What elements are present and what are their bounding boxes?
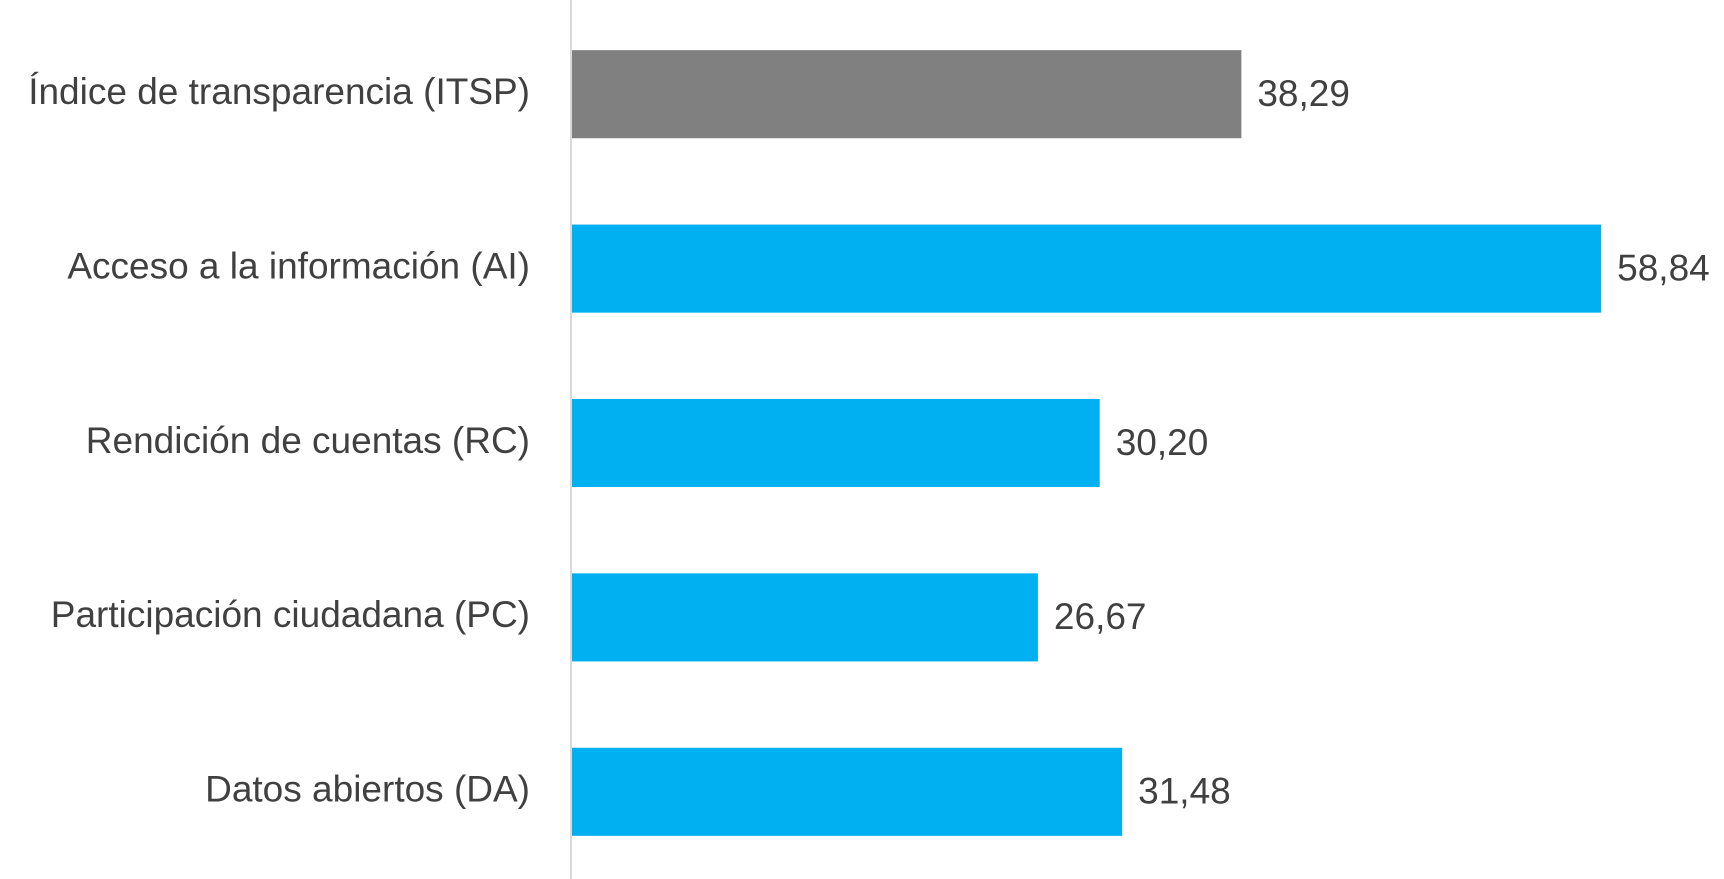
category-label: Acceso a la información (AI) — [67, 245, 530, 286]
category-label: Rendición de cuentas (RC) — [86, 420, 530, 461]
bar — [571, 573, 1038, 662]
value-label: 58,84 — [1617, 247, 1710, 288]
bar — [571, 747, 1123, 836]
bar — [571, 50, 1242, 139]
bar — [571, 398, 1100, 488]
category-label: Índice de transparencia (ITSP) — [28, 71, 530, 112]
value-label: 31,48 — [1138, 771, 1231, 812]
bar — [571, 224, 1602, 313]
value-label: 38,29 — [1257, 73, 1350, 114]
category-label: Datos abiertos (DA) — [205, 769, 530, 810]
value-label: 26,67 — [1054, 596, 1147, 637]
value-label: 30,20 — [1116, 422, 1209, 463]
category-label: Participación ciudadana (PC) — [51, 594, 530, 635]
